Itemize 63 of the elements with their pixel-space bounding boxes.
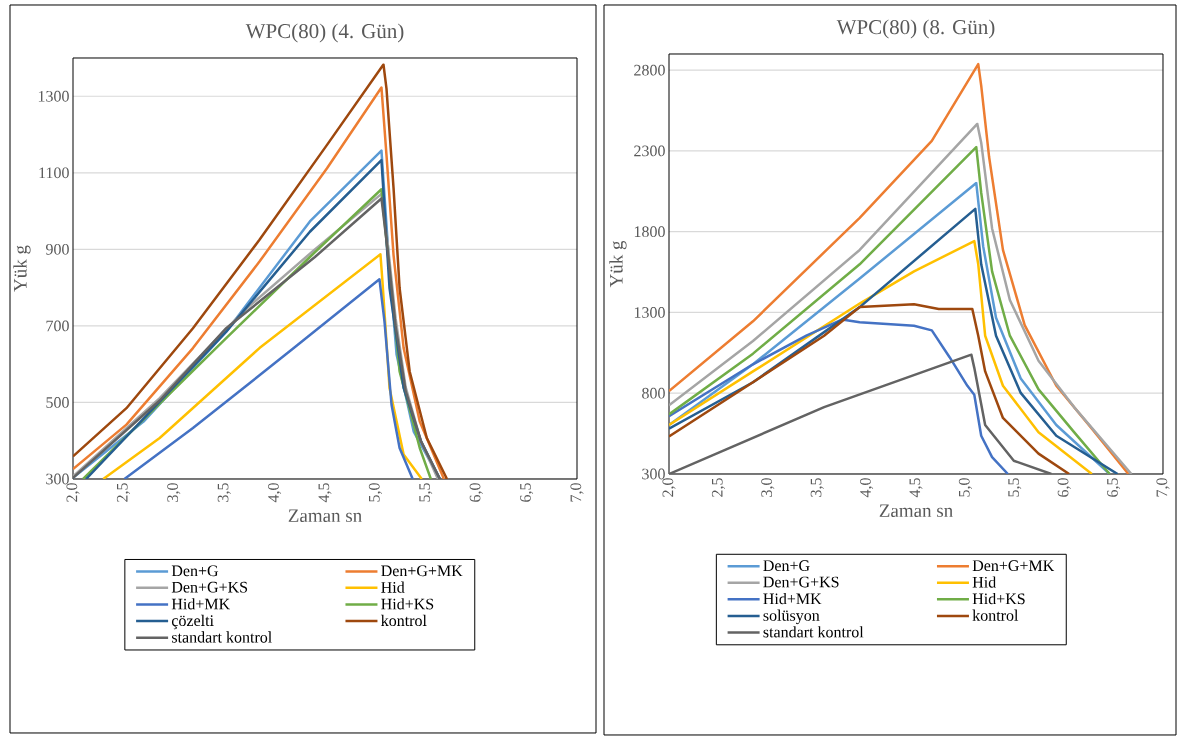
chart-title: WPC(80) (4. Gün) (245, 23, 404, 43)
legend-label: Hid+KS (972, 592, 1025, 605)
x-tick-label: 7,0 (1156, 478, 1170, 497)
legend-label: Den+G+MK (972, 560, 1055, 572)
y-axis-title: Yük g (13, 245, 31, 292)
y-axis-title: Yük g (609, 240, 627, 288)
legend-label: solüsyon (763, 609, 820, 625)
legend-label: standart kontrol (763, 626, 864, 638)
x-tick-label: 2,0 (662, 478, 676, 497)
legend-label: Hid+KS (381, 598, 434, 610)
x-tick-label: 4,0 (860, 478, 874, 498)
y-tick-label: 700 (46, 320, 69, 332)
x-axis-title: Zaman sn (288, 509, 362, 523)
y-tick-label: 800 (642, 387, 665, 399)
line-series (669, 239, 1094, 474)
x-tick-label: 3,5 (810, 478, 824, 497)
legend-label: çözelti (171, 614, 214, 630)
x-tick-label: 6,5 (1107, 478, 1121, 497)
y-tick-label: 300 (642, 468, 665, 480)
legend-label: Den+G (171, 565, 219, 577)
x-tick-label: 3,5 (217, 483, 231, 502)
legend-label: Den+G+KS (171, 581, 248, 593)
y-tick-label: 900 (45, 243, 69, 255)
x-tick-label: 7,0 (570, 483, 584, 502)
chart-title: WPC(80) (8. Gün) (836, 19, 995, 39)
x-tick-label: 4,5 (318, 483, 332, 503)
x-tick-label: 3,0 (167, 483, 181, 502)
y-tick-label: 1100 (39, 167, 69, 179)
legend-label: Hid+MK (171, 598, 230, 610)
x-tick-label: 2,0 (66, 483, 80, 502)
y-tick-label: 1800 (634, 226, 665, 238)
legend-label: Hid (972, 576, 997, 588)
y-tick-label: 2300 (634, 145, 665, 157)
x-tick-label: 6,5 (520, 483, 534, 502)
legend-label: Den+G+KS (763, 576, 839, 588)
x-tick-label: 6,0 (469, 483, 483, 502)
legend-label: Den+G (763, 560, 810, 572)
x-tick-label: 5,0 (368, 483, 382, 502)
legend-label: standart kontrol (172, 631, 272, 643)
line-series (669, 302, 1071, 474)
legend-label: Hid+MK (763, 592, 822, 605)
x-tick-label: 2,5 (116, 483, 130, 502)
x-tick-label: 3,0 (761, 478, 775, 497)
line-series (123, 277, 414, 479)
legend-label: Hid (381, 581, 405, 593)
legend-label: kontrol (972, 609, 1019, 621)
x-tick-label: 5,5 (1008, 478, 1022, 497)
x-tick-label: 5,0 (958, 478, 972, 497)
y-tick-label: 1300 (634, 307, 665, 318)
x-tick-label: 5,5 (419, 483, 433, 502)
y-tick-label: 300 (46, 473, 69, 485)
x-tick-label: 4,5 (909, 478, 923, 498)
x-tick-label: 4,0 (268, 483, 282, 503)
y-tick-label: 1300 (38, 90, 69, 102)
y-tick-label: 2800 (634, 64, 665, 76)
legend-label: Den+G+MK (381, 565, 463, 577)
y-tick-label: 500 (46, 397, 69, 408)
x-tick-label: 6,0 (1057, 478, 1071, 497)
x-axis-title: Zaman sn (879, 504, 953, 518)
legend-label: kontrol (381, 614, 427, 627)
line-series (669, 353, 1053, 474)
x-tick-label: 2,5 (711, 478, 725, 497)
line-series (669, 318, 1010, 474)
